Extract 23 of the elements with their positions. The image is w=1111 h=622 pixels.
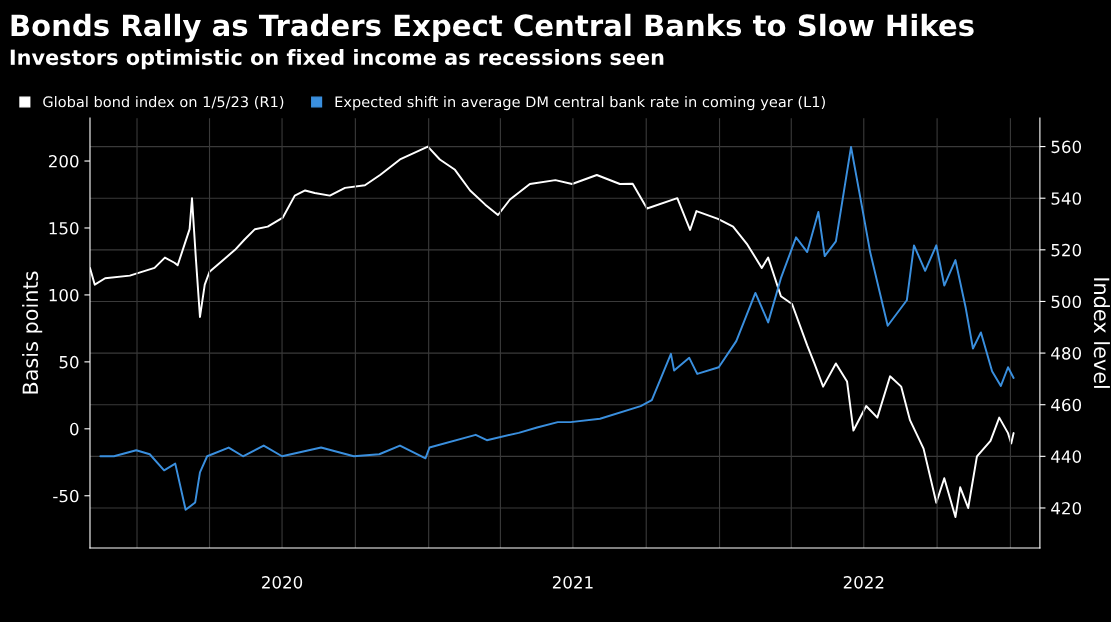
- y2-tick-label: 480: [1051, 347, 1082, 360]
- x-tick-label: 2020: [262, 576, 303, 589]
- y2-axis-title: Index level: [1093, 278, 1110, 388]
- y2-tick-label: 420: [1051, 501, 1082, 515]
- x-tick-label: 2021: [552, 576, 593, 589]
- chart-title: Bonds Rally as Traders Expect Central Banks to Slow Hikes: [11, 13, 974, 43]
- y2-tick-label: 460: [1051, 398, 1082, 412]
- y-axis-title: Basis points: [22, 271, 43, 394]
- y-tick-label: 100: [49, 288, 79, 302]
- y2-tick-label: 440: [1051, 450, 1082, 463]
- y-tick-label: -50: [53, 489, 79, 503]
- y2-tick-label: 520: [1051, 243, 1082, 257]
- y-tick-label: 150: [49, 221, 79, 235]
- legend-label: Expected shift in average DM central bank rate in coming year (L1): [335, 96, 825, 111]
- y2-tick-label: 500: [1051, 295, 1082, 309]
- y-tick-label: 200: [48, 154, 79, 168]
- y2-tick-label: 560: [1051, 140, 1082, 154]
- y-tick-label: 50: [59, 355, 79, 369]
- y2-tick-label: 540: [1051, 192, 1082, 205]
- x-tick-label: 2022: [843, 576, 884, 589]
- chart-subtitle: Investors optimistic on fixed income as recessions seen: [10, 49, 664, 70]
- legend-label: Global bond index on 1/5/23 (R1): [43, 96, 284, 110]
- y-tick-label: 0: [70, 422, 79, 436]
